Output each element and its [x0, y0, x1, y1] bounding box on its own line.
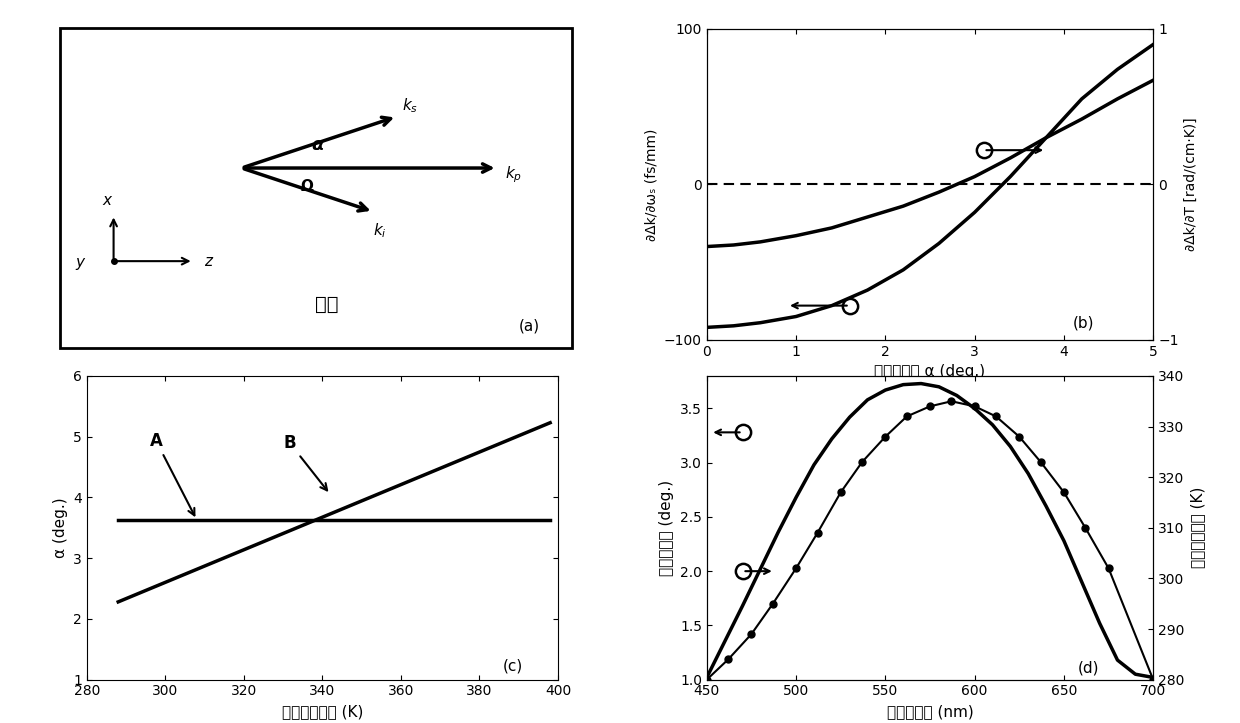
X-axis label: 非共线角度 α (deg.): 非共线角度 α (deg.) — [874, 364, 986, 380]
Text: $\boldsymbol{\Omega}$: $\boldsymbol{\Omega}$ — [300, 179, 315, 194]
Text: (d): (d) — [1079, 660, 1100, 675]
Text: A: A — [150, 432, 195, 515]
X-axis label: 信号光波长 (nm): 信号光波长 (nm) — [887, 704, 973, 719]
Text: B: B — [283, 434, 327, 490]
X-axis label: 位相匹配温度 (K): 位相匹配温度 (K) — [281, 704, 363, 719]
Text: $z$: $z$ — [205, 254, 215, 269]
Text: (c): (c) — [503, 659, 523, 674]
Text: $x$: $x$ — [103, 192, 114, 208]
Y-axis label: ∂Δk/∂T [rad/(cm·K)]: ∂Δk/∂T [rad/(cm·K)] — [1184, 118, 1198, 251]
Text: $\boldsymbol{\alpha}$: $\boldsymbol{\alpha}$ — [311, 136, 325, 154]
Text: $\boldsymbol{k_i}$: $\boldsymbol{k_i}$ — [373, 221, 387, 240]
Y-axis label: 位相匹配温度 (K): 位相匹配温度 (K) — [1190, 487, 1205, 568]
Y-axis label: α (deg.): α (deg.) — [52, 497, 67, 558]
Text: $\boldsymbol{k_s}$: $\boldsymbol{k_s}$ — [402, 96, 418, 114]
Y-axis label: 非共线角度 (deg.): 非共线角度 (deg.) — [660, 480, 675, 576]
Y-axis label: ∂Δk/∂ωₛ (fs/mm): ∂Δk/∂ωₛ (fs/mm) — [645, 128, 658, 241]
Text: (a): (a) — [518, 319, 541, 334]
Text: 晶体: 晶体 — [315, 295, 339, 314]
Text: (b): (b) — [1073, 315, 1095, 330]
Text: $\boldsymbol{k_p}$: $\boldsymbol{k_p}$ — [506, 164, 522, 185]
Text: $y$: $y$ — [76, 257, 87, 273]
